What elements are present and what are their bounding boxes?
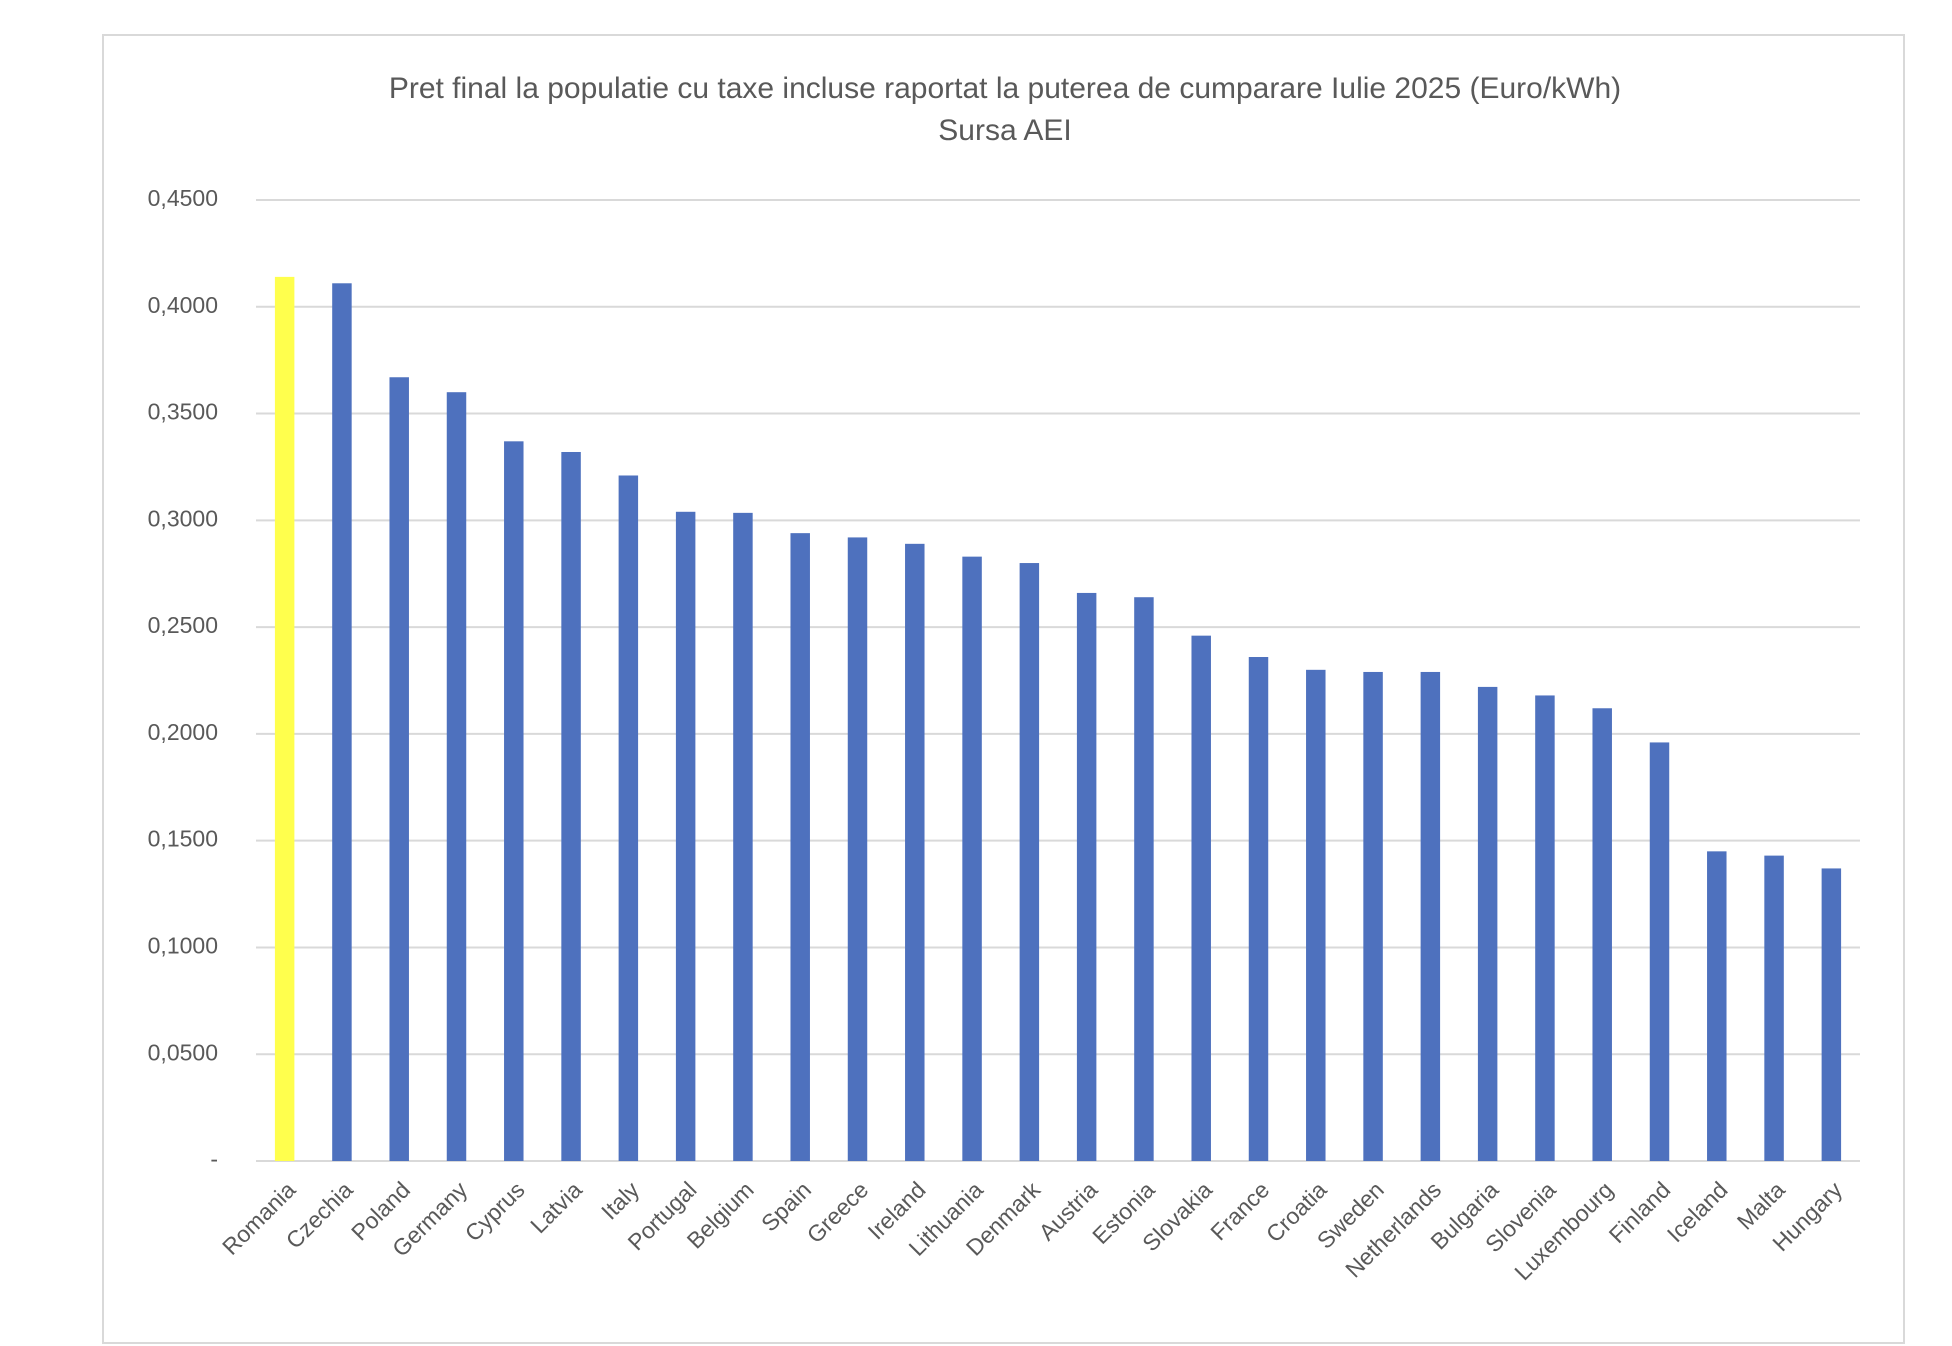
bar (618, 475, 639, 1161)
bar (1707, 851, 1727, 1161)
y-tick-label: 0,2000 (148, 719, 218, 745)
y-tick-label: 0,1000 (148, 933, 218, 959)
bar (1764, 855, 1784, 1161)
bar (1076, 592, 1097, 1161)
bar (561, 451, 581, 1161)
bar (1019, 563, 1040, 1161)
chart-frame (102, 34, 1905, 1344)
bar (446, 392, 467, 1161)
bar (733, 512, 753, 1161)
y-tick-label: 0,3500 (148, 399, 218, 425)
bar (1248, 657, 1269, 1161)
bar (1363, 671, 1383, 1161)
bar (675, 511, 696, 1161)
bar (389, 377, 409, 1161)
bar (1420, 671, 1441, 1161)
bar (1191, 635, 1211, 1161)
bar (847, 537, 868, 1161)
bar (504, 441, 524, 1162)
bar (1134, 597, 1154, 1161)
bar (1535, 695, 1555, 1161)
y-tick-label: 0,1500 (148, 826, 218, 852)
bar (962, 556, 982, 1161)
y-tick-label: 0,4500 (148, 185, 218, 211)
chart-subtitle: Sursa AEI (938, 114, 1071, 147)
bar (1821, 868, 1842, 1161)
bar (1477, 686, 1498, 1161)
bar (274, 276, 295, 1161)
bar (1592, 708, 1612, 1161)
y-tick-label: 0,0500 (148, 1039, 218, 1065)
bar (790, 533, 810, 1161)
y-tick-label: 0,4000 (148, 292, 218, 318)
bar (1649, 742, 1670, 1161)
chart-title: Pret final la populatie cu taxe incluse … (389, 72, 1621, 105)
y-tick-label: 0,2500 (148, 612, 218, 638)
bar (1306, 669, 1326, 1161)
y-tick-label: - (210, 1146, 218, 1172)
y-tick-label: 0,3000 (148, 505, 218, 531)
bar (332, 283, 352, 1162)
bar (905, 543, 925, 1161)
